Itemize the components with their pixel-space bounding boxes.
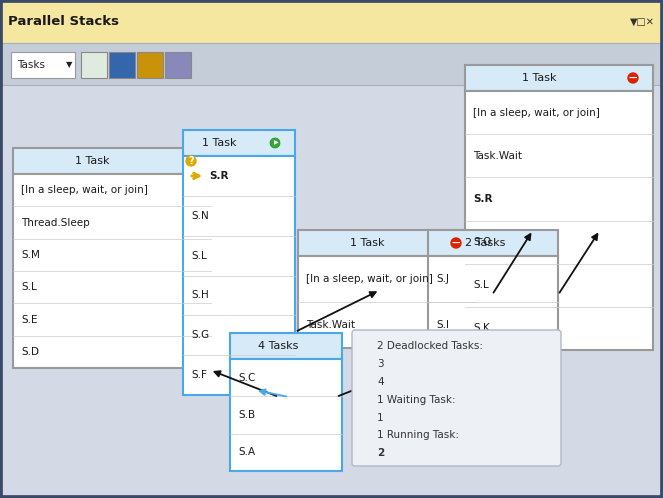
Circle shape (451, 238, 461, 248)
FancyBboxPatch shape (298, 230, 476, 256)
Text: 1 Waiting Task:: 1 Waiting Task: (377, 395, 455, 405)
Text: Task.Wait: Task.Wait (306, 320, 355, 330)
FancyBboxPatch shape (465, 91, 653, 350)
Text: [In a sleep, wait, or join]: [In a sleep, wait, or join] (306, 274, 433, 284)
FancyBboxPatch shape (165, 52, 191, 78)
Text: 4: 4 (377, 377, 384, 387)
FancyBboxPatch shape (0, 0, 663, 43)
Text: 1 Task: 1 Task (350, 238, 385, 248)
FancyBboxPatch shape (465, 65, 653, 91)
Text: S.H: S.H (191, 290, 209, 300)
FancyBboxPatch shape (183, 156, 295, 395)
Circle shape (270, 138, 280, 148)
FancyBboxPatch shape (298, 256, 476, 348)
Text: ?: ? (188, 156, 194, 166)
Text: S.I: S.I (436, 320, 449, 330)
Text: 1: 1 (377, 412, 384, 423)
Text: ▼: ▼ (66, 60, 72, 70)
Text: 1 Task: 1 Task (202, 138, 236, 148)
Text: ▶: ▶ (367, 433, 371, 438)
Text: S.E: S.E (21, 315, 38, 325)
FancyBboxPatch shape (428, 230, 558, 256)
Text: S.J: S.J (436, 274, 449, 284)
FancyBboxPatch shape (13, 148, 211, 174)
FancyBboxPatch shape (137, 52, 163, 78)
Text: ▶: ▶ (274, 140, 278, 145)
Text: S.A: S.A (238, 447, 255, 457)
Circle shape (363, 341, 373, 352)
Text: Tasks: Tasks (17, 60, 45, 70)
Text: S.L: S.L (473, 280, 489, 290)
Text: S.F: S.F (191, 370, 207, 380)
Text: 3: 3 (377, 359, 384, 369)
FancyBboxPatch shape (109, 52, 135, 78)
Text: [In a sleep, wait, or join]: [In a sleep, wait, or join] (21, 185, 148, 195)
Text: S.G: S.G (191, 330, 209, 340)
Text: —: — (629, 74, 637, 83)
Text: S.L: S.L (191, 250, 207, 260)
FancyBboxPatch shape (183, 130, 295, 156)
FancyBboxPatch shape (230, 359, 342, 471)
Text: ?: ? (365, 395, 371, 405)
Text: [In a sleep, wait, or join]: [In a sleep, wait, or join] (473, 108, 600, 118)
Circle shape (363, 430, 373, 440)
Text: S.K: S.K (473, 323, 490, 334)
Text: Task.Wait: Task.Wait (473, 151, 522, 161)
Text: 2: 2 (377, 448, 385, 458)
FancyBboxPatch shape (428, 256, 558, 348)
Text: Thread.Sleep: Thread.Sleep (21, 218, 90, 228)
Text: 2 Tasks: 2 Tasks (465, 238, 505, 248)
FancyBboxPatch shape (0, 85, 663, 498)
Text: S.L: S.L (21, 282, 36, 292)
Text: 4 Tasks: 4 Tasks (258, 341, 298, 351)
Text: —: — (364, 342, 372, 351)
FancyBboxPatch shape (13, 174, 211, 368)
FancyBboxPatch shape (11, 52, 75, 78)
Text: 1 Task: 1 Task (522, 73, 556, 83)
Text: S.N: S.N (191, 211, 209, 221)
FancyBboxPatch shape (0, 43, 663, 85)
Circle shape (186, 156, 196, 166)
Text: 2 Deadlocked Tasks:: 2 Deadlocked Tasks: (377, 341, 483, 352)
Text: S.R: S.R (473, 194, 493, 204)
Text: S.C: S.C (238, 373, 255, 382)
Circle shape (363, 395, 373, 405)
Text: S.M: S.M (21, 250, 40, 260)
Text: 1 Running Task:: 1 Running Task: (377, 430, 459, 440)
Text: S.O: S.O (473, 237, 491, 247)
Text: S.B: S.B (238, 410, 255, 420)
Text: —: — (452, 239, 460, 248)
Circle shape (628, 73, 638, 83)
FancyBboxPatch shape (352, 330, 561, 466)
Text: Parallel Stacks: Parallel Stacks (8, 15, 119, 28)
Text: ▼□✕: ▼□✕ (630, 16, 655, 26)
FancyBboxPatch shape (81, 52, 107, 78)
Text: S.D: S.D (21, 347, 39, 357)
Text: S.R: S.R (209, 171, 229, 181)
Text: 1 Task: 1 Task (75, 156, 109, 166)
FancyBboxPatch shape (230, 333, 342, 359)
